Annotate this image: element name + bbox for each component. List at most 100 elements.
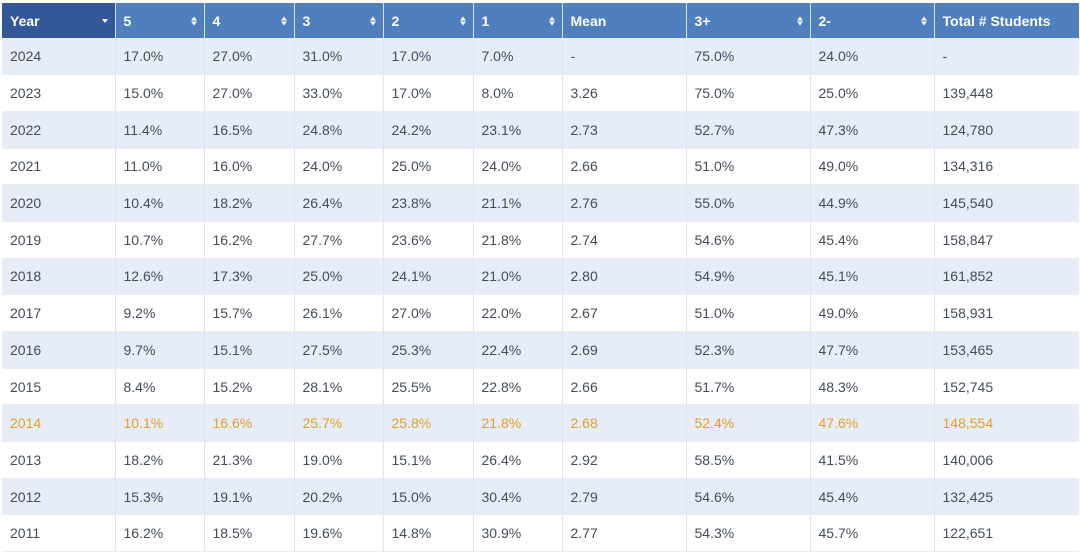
col-score-1-cell: 22.0% (473, 294, 563, 332)
col-score-3-cell: 20.2% (294, 478, 384, 516)
col-score-3-header[interactable]: 3 (294, 3, 384, 38)
col-score-4-header[interactable]: 4 (204, 3, 295, 38)
col-score-1-header[interactable]: 1 (473, 3, 563, 38)
col-mean-cell: 2.76 (562, 184, 687, 222)
col-score-4-cell: 16.2% (204, 221, 295, 259)
col-3plus-header[interactable]: 3+ (686, 3, 811, 38)
col-total-students-cell: 140,006 (934, 441, 1079, 479)
col-year-cell: 2016 (2, 331, 116, 369)
col-2minus-cell: 44.9% (810, 184, 935, 222)
col-score-3-cell: 25.7% (294, 404, 384, 443)
col-score-5-header[interactable]: 5 (115, 3, 205, 38)
col-total-students-cell: 124,780 (934, 111, 1079, 149)
table-row: 2017 9.2% 15.7% 26.1% 27.0% 22.0% 2.67 51.0% 49.… (2, 294, 1079, 332)
col-year-cell: 2021 (2, 148, 116, 186)
sort-icon[interactable] (280, 16, 287, 25)
table-row: 2015 8.4% 15.2% 28.1% 25.5% 22.8% 2.66 51.7% 48.… (2, 368, 1079, 406)
col-score-5-cell: 15.3% (115, 478, 205, 516)
column-header-label: 2- (818, 12, 831, 29)
col-score-1-cell: 7.0% (473, 38, 563, 76)
col-score-5-cell: 8.4% (115, 368, 205, 406)
col-score-1-cell: 21.0% (473, 258, 563, 296)
sort-icon[interactable] (190, 16, 197, 25)
col-score-4-cell: 15.7% (204, 294, 295, 332)
col-score-3-cell: 27.5% (294, 331, 384, 369)
col-total-students-cell: 139,448 (934, 74, 1079, 112)
col-score-4-cell: 16.0% (204, 148, 295, 186)
col-score-1-cell: 22.4% (473, 331, 563, 369)
sort-icon[interactable] (548, 16, 555, 25)
col-score-5-cell: 17.0% (115, 38, 205, 76)
col-3plus-cell: 54.9% (686, 258, 811, 296)
table-row: 2014 10.1% 16.6% 25.7% 25.8% 21.8% 2.68 52.4% 47… (2, 404, 1079, 443)
col-score-2-cell: 15.0% (383, 478, 474, 516)
table-row: 2019 10.7% 16.2% 27.7% 23.6% 21.8% 2.74 54.6% 45… (2, 221, 1079, 259)
table-row: 2020 10.4% 18.2% 26.4% 23.8% 21.1% 2.76 55.0% 44… (2, 184, 1079, 222)
col-score-2-cell: 25.8% (383, 404, 474, 443)
col-score-2-cell: 23.8% (383, 184, 474, 222)
col-mean-cell: 2.92 (562, 441, 687, 479)
col-score-2-cell: 17.0% (383, 74, 474, 112)
col-score-4-cell: 17.3% (204, 258, 295, 296)
col-year-cell: 2022 (2, 111, 116, 149)
col-mean-cell: 2.73 (562, 111, 687, 149)
col-score-4-cell: 21.3% (204, 441, 295, 479)
col-score-4-cell: 16.5% (204, 111, 295, 149)
column-header-label: 5 (123, 12, 132, 29)
col-2minus-header[interactable]: 2- (810, 3, 935, 38)
col-mean-header: Mean (562, 3, 687, 38)
col-score-4-cell: 27.0% (204, 38, 295, 76)
col-total-students-cell: 134,316 (934, 148, 1079, 186)
col-score-3-cell: 26.4% (294, 184, 384, 222)
sort-descending-icon[interactable] (101, 18, 108, 23)
col-3plus-cell: 54.6% (686, 478, 811, 516)
col-total-students-cell: 153,465 (934, 331, 1079, 369)
sort-icon[interactable] (796, 16, 803, 25)
col-score-1-cell: 23.1% (473, 111, 563, 149)
col-score-3-cell: 25.0% (294, 258, 384, 296)
table-row: 2013 18.2% 21.3% 19.0% 15.1% 26.4% 2.92 58.5% 41… (2, 441, 1079, 479)
column-header-label: 2 (391, 12, 400, 29)
col-year-header[interactable]: Year (2, 3, 116, 38)
col-score-1-cell: 30.4% (473, 478, 563, 516)
col-score-1-cell: 21.8% (473, 221, 563, 259)
col-score-2-cell: 14.8% (383, 514, 474, 553)
col-3plus-cell: 52.4% (686, 404, 811, 443)
column-header-label: Mean (570, 12, 607, 29)
sort-icon[interactable] (369, 16, 376, 25)
col-score-4-cell: 18.2% (204, 184, 295, 222)
col-2minus-cell: 47.7% (810, 331, 935, 369)
col-total-students-header: Total # Students (934, 3, 1079, 38)
col-score-3-cell: 24.0% (294, 148, 384, 186)
col-score-2-cell: 17.0% (383, 38, 474, 76)
sort-icon[interactable] (920, 16, 927, 25)
col-total-students-cell: 132,425 (934, 478, 1079, 516)
table-header: Year 5 4 3 2 1 Mean 3+ 2- Total # Students (2, 3, 1079, 38)
col-3plus-cell: 51.0% (686, 294, 811, 332)
col-year-cell: 2023 (2, 74, 116, 112)
col-total-students-cell: 158,847 (934, 221, 1079, 259)
col-score-1-cell: 22.8% (473, 368, 563, 406)
col-2minus-cell: 49.0% (810, 294, 935, 332)
col-3plus-cell: 54.6% (686, 221, 811, 259)
column-header-label: 3+ (694, 12, 711, 29)
col-2minus-cell: 47.3% (810, 111, 935, 149)
col-year-cell: 2013 (2, 441, 116, 479)
col-score-2-cell: 27.0% (383, 294, 474, 332)
col-total-students-cell: 152,745 (934, 368, 1079, 406)
table-row: 2024 17.0% 27.0% 31.0% 17.0% 7.0% -75.0% 24.0% - (2, 38, 1079, 76)
col-score-3-cell: 26.1% (294, 294, 384, 332)
col-score-5-cell: 16.2% (115, 514, 205, 553)
table-body: 2024 17.0% 27.0% 31.0% 17.0% 7.0% -75.0% 24.0% -… (2, 38, 1079, 553)
sort-icon[interactable] (459, 16, 466, 25)
col-2minus-cell: 45.4% (810, 221, 935, 259)
col-3plus-cell: 54.3% (686, 514, 811, 553)
col-mean-cell: - (562, 38, 687, 76)
col-score-3-cell: 28.1% (294, 368, 384, 406)
col-score-2-header[interactable]: 2 (383, 3, 474, 38)
col-total-students-cell: 145,540 (934, 184, 1079, 222)
table-row: 2012 15.3% 19.1% 20.2% 15.0% 30.4% 2.79 54.6% 45… (2, 478, 1079, 516)
col-year-cell: 2014 (2, 404, 116, 443)
col-year-cell: 2012 (2, 478, 116, 516)
